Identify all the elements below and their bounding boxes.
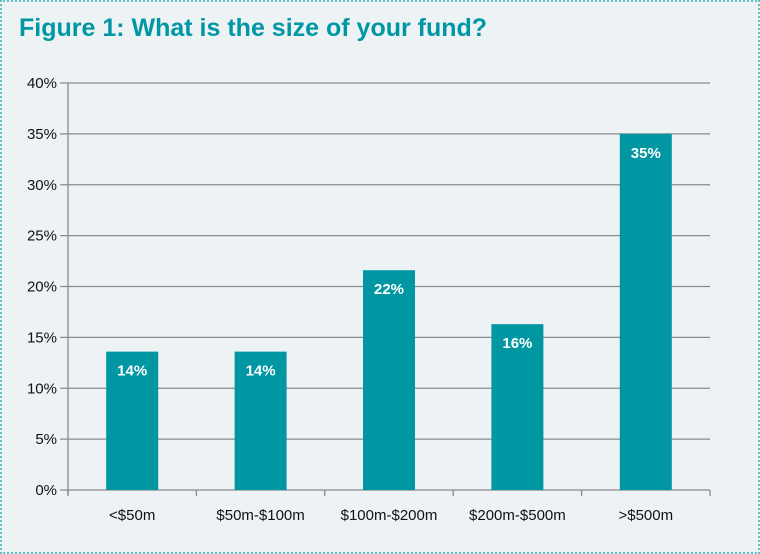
- bar: [234, 351, 287, 490]
- y-tick-label: 35%: [27, 126, 57, 143]
- y-tick-label: 15%: [27, 329, 57, 346]
- bar: [491, 324, 544, 490]
- y-tick-label: 10%: [27, 380, 57, 397]
- data-label: 35%: [631, 145, 661, 162]
- y-tick-label: 0%: [35, 482, 57, 499]
- y-tick-label: 20%: [27, 279, 57, 296]
- data-label: 16%: [502, 335, 532, 352]
- y-tick-label: 30%: [27, 177, 57, 194]
- x-tick-label: $200m-$500m: [469, 507, 566, 524]
- y-tick-label: 40%: [27, 75, 57, 92]
- x-tick-label: >$500m: [618, 507, 673, 524]
- data-label: 22%: [374, 281, 404, 298]
- data-label: 14%: [117, 363, 147, 380]
- chart-title: Figure 1: What is the size of your fund?: [19, 14, 488, 42]
- y-tick-label: 5%: [35, 431, 57, 448]
- data-label: 14%: [246, 363, 276, 380]
- bar: [619, 133, 672, 490]
- y-tick-label: 25%: [27, 228, 57, 245]
- bar: [106, 351, 159, 490]
- x-tick-label: <$50m: [109, 507, 155, 524]
- x-tick-label: $100m-$200m: [341, 507, 438, 524]
- bar: [363, 270, 415, 490]
- x-tick-label: $50m-$100m: [216, 507, 304, 524]
